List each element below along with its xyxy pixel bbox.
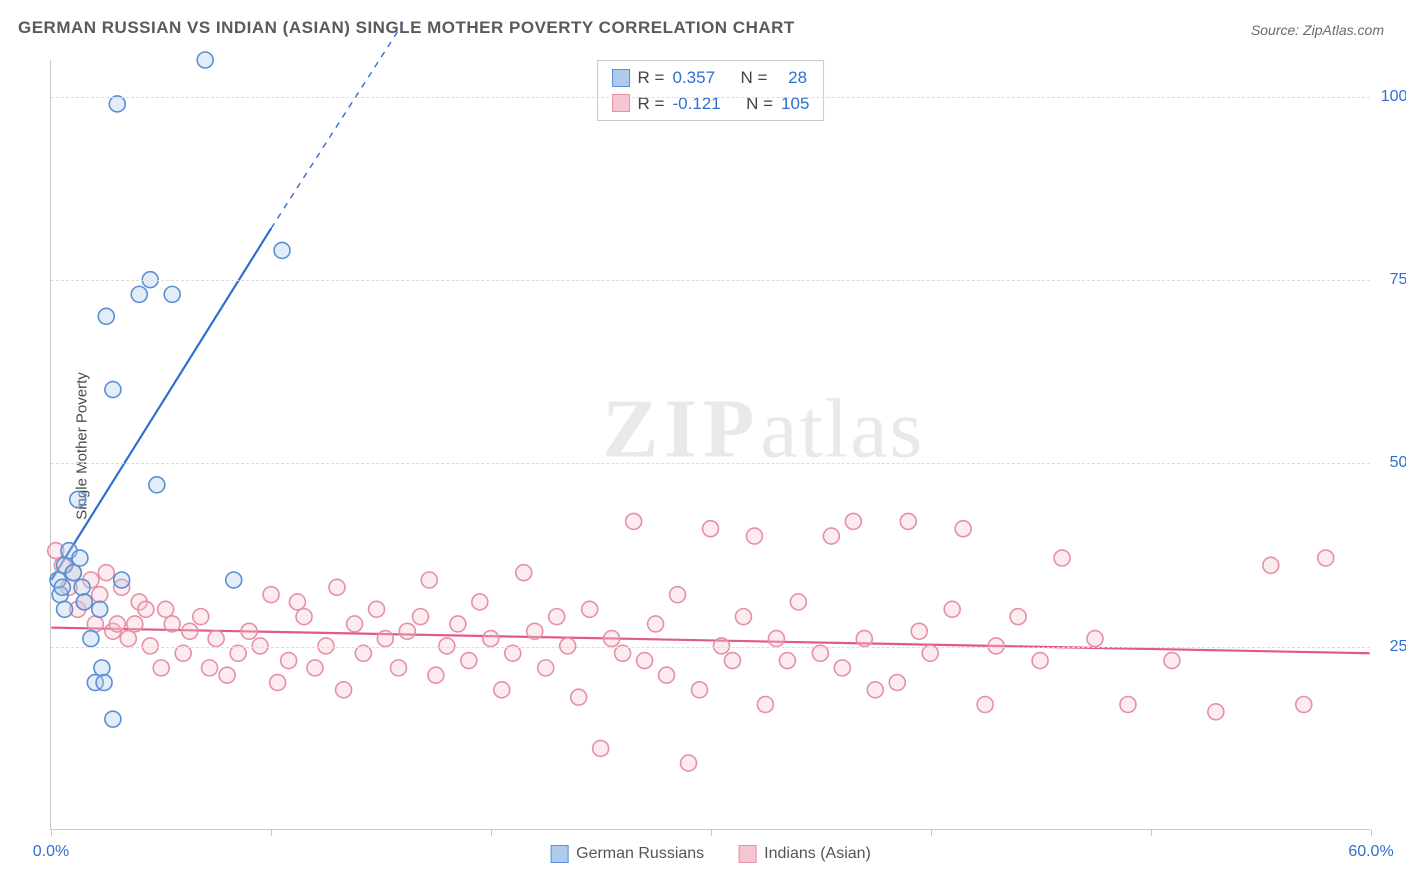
gridline	[51, 97, 1370, 98]
gridline	[51, 463, 1370, 464]
x-tick	[1371, 829, 1372, 836]
swatch-icon	[612, 69, 630, 87]
legend-label: German Russians	[576, 845, 704, 863]
plot-area: ZIPatlas R = 0.357 N = 28 R = -0.121 N =…	[50, 60, 1370, 830]
n-label: N =	[740, 65, 767, 91]
legend-correlation-box: R = 0.357 N = 28 R = -0.121 N = 105	[597, 60, 825, 121]
y-tick-label: 100.0%	[1381, 88, 1406, 106]
gridline	[51, 280, 1370, 281]
r-label: R =	[638, 91, 665, 117]
legend-item-german-russians: German Russians	[550, 845, 704, 863]
x-tick	[491, 829, 492, 836]
y-tick-label: 50.0%	[1390, 454, 1406, 472]
legend-item-indians-asian: Indians (Asian)	[738, 845, 871, 863]
x-tick	[711, 829, 712, 836]
n-label: N =	[746, 91, 773, 117]
r-label: R =	[638, 65, 665, 91]
x-tick	[1151, 829, 1152, 836]
x-tick	[271, 829, 272, 836]
scatter-svg	[51, 60, 1370, 829]
chart-title: GERMAN RUSSIAN VS INDIAN (ASIAN) SINGLE …	[18, 18, 795, 38]
r-value: 0.357	[672, 65, 715, 91]
x-tick-label: 0.0%	[33, 843, 69, 861]
x-tick	[931, 829, 932, 836]
x-tick	[51, 829, 52, 836]
n-value: 105	[781, 91, 809, 117]
r-value: -0.121	[672, 91, 720, 117]
swatch-icon	[738, 845, 756, 863]
legend-row-german-russians: R = 0.357 N = 28	[612, 65, 810, 91]
n-value: 28	[788, 65, 807, 91]
legend-row-indians-asian: R = -0.121 N = 105	[612, 91, 810, 117]
legend-label: Indians (Asian)	[764, 845, 871, 863]
gridline	[51, 647, 1370, 648]
y-tick-label: 25.0%	[1390, 638, 1406, 656]
legend-series-box: German Russians Indians (Asian)	[550, 845, 871, 863]
swatch-icon	[550, 845, 568, 863]
x-tick-label: 60.0%	[1348, 843, 1393, 861]
source-attribution: Source: ZipAtlas.com	[1251, 22, 1384, 38]
y-tick-label: 75.0%	[1390, 271, 1406, 289]
